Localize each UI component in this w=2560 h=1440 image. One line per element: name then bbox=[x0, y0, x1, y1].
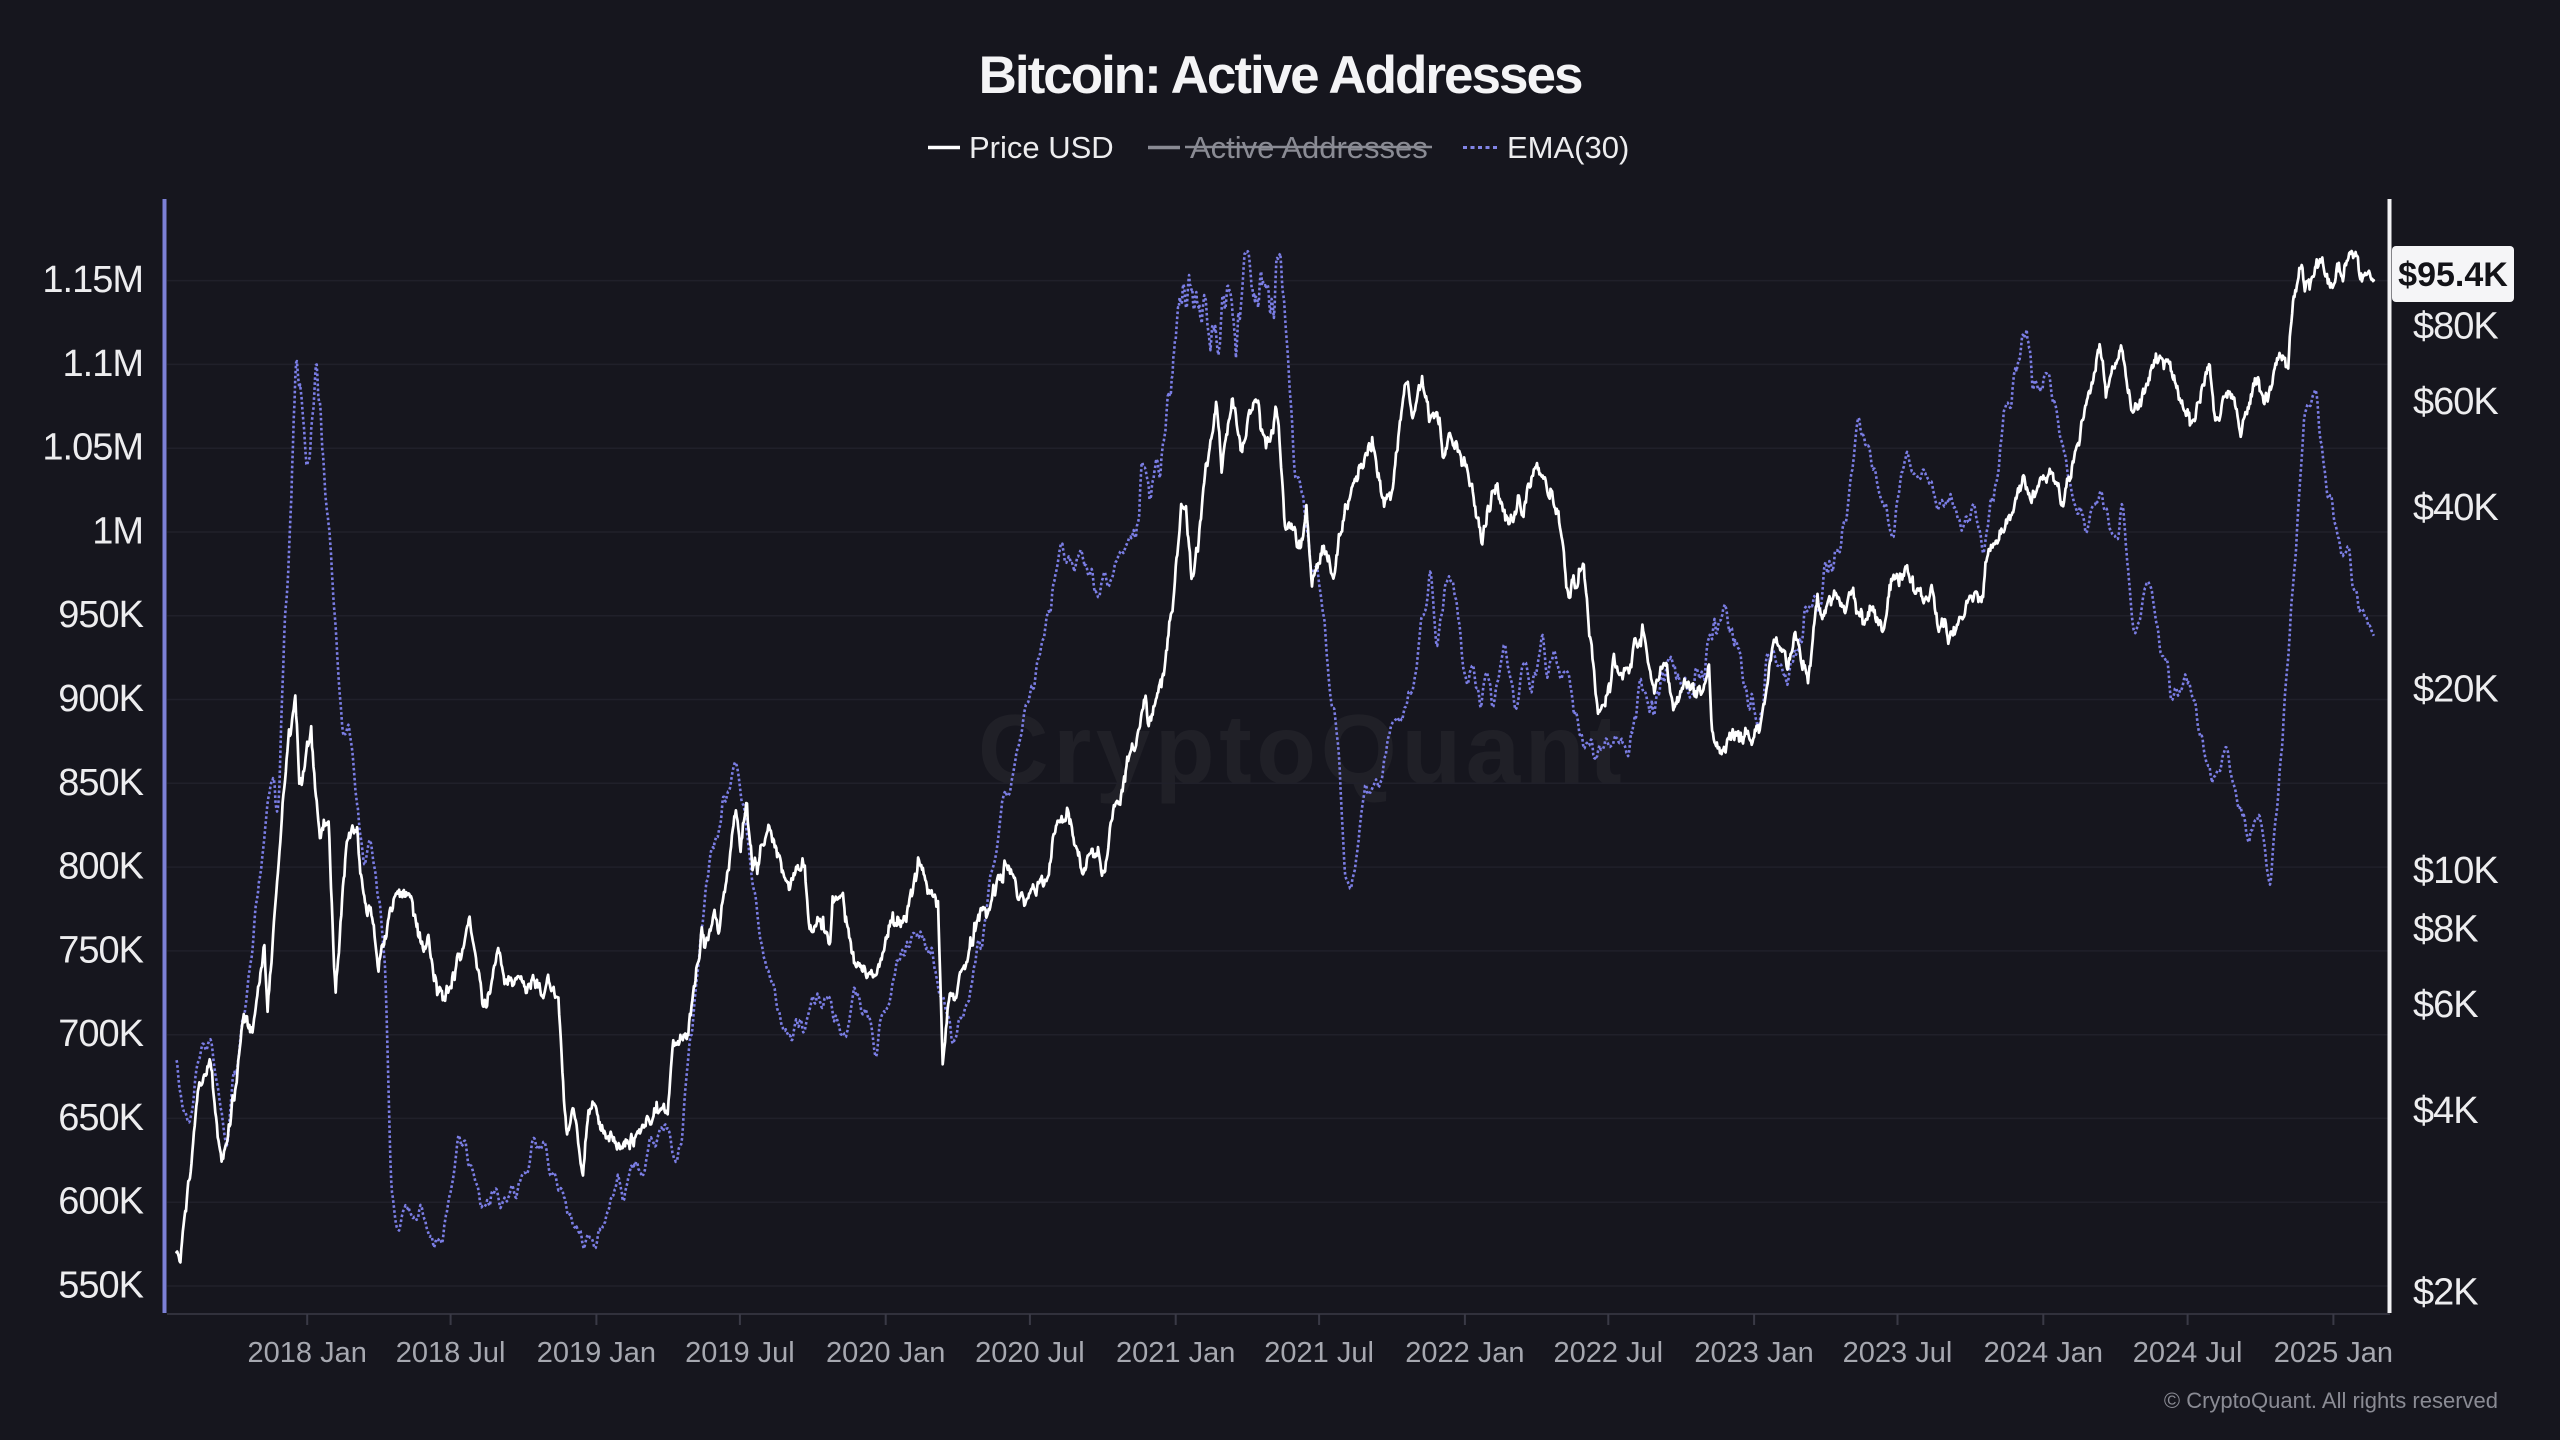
svg-text:2023 Jul: 2023 Jul bbox=[1843, 1337, 1953, 1369]
svg-text:1.1M: 1.1M bbox=[63, 343, 143, 385]
svg-text:$40K: $40K bbox=[2413, 487, 2498, 529]
svg-text:EMA(30): EMA(30) bbox=[1507, 130, 1629, 165]
svg-text:$80K: $80K bbox=[2413, 305, 2498, 347]
svg-text:2018 Jul: 2018 Jul bbox=[396, 1337, 506, 1369]
svg-text:$20K: $20K bbox=[2413, 669, 2498, 711]
svg-text:2022 Jan: 2022 Jan bbox=[1405, 1337, 1524, 1369]
svg-text:750K: 750K bbox=[58, 929, 143, 971]
svg-text:2024 Jul: 2024 Jul bbox=[2133, 1337, 2243, 1369]
svg-text:2021 Jan: 2021 Jan bbox=[1116, 1337, 1235, 1369]
svg-text:1.05M: 1.05M bbox=[42, 427, 143, 469]
svg-text:CryptoQuant: CryptoQuant bbox=[978, 694, 1626, 804]
svg-text:2022 Jul: 2022 Jul bbox=[1553, 1337, 1663, 1369]
svg-text:$2K: $2K bbox=[2413, 1272, 2478, 1314]
svg-text:2023 Jan: 2023 Jan bbox=[1694, 1337, 1813, 1369]
svg-text:Bitcoin: Active Addresses: Bitcoin: Active Addresses bbox=[979, 46, 1582, 105]
svg-text:$4K: $4K bbox=[2413, 1090, 2478, 1132]
svg-text:850K: 850K bbox=[58, 762, 143, 804]
svg-text:$8K: $8K bbox=[2413, 908, 2478, 950]
svg-text:650K: 650K bbox=[58, 1097, 143, 1139]
svg-text:2020 Jan: 2020 Jan bbox=[826, 1337, 945, 1369]
svg-text:800K: 800K bbox=[58, 846, 143, 888]
svg-text:$60K: $60K bbox=[2413, 381, 2498, 423]
svg-text:$6K: $6K bbox=[2413, 984, 2478, 1026]
svg-text:2024 Jan: 2024 Jan bbox=[1984, 1337, 2103, 1369]
svg-text:Price USD: Price USD bbox=[969, 130, 1114, 165]
svg-text:600K: 600K bbox=[58, 1181, 143, 1223]
svg-text:© CryptoQuant. All rights rese: © CryptoQuant. All rights reserved bbox=[2164, 1388, 2498, 1413]
svg-text:2021 Jul: 2021 Jul bbox=[1264, 1337, 1374, 1369]
svg-text:1M: 1M bbox=[92, 511, 143, 553]
svg-text:2019 Jan: 2019 Jan bbox=[537, 1337, 656, 1369]
svg-text:900K: 900K bbox=[58, 678, 143, 720]
svg-text:2020 Jul: 2020 Jul bbox=[975, 1337, 1085, 1369]
svg-text:550K: 550K bbox=[58, 1265, 143, 1307]
svg-text:$95.4K: $95.4K bbox=[2398, 256, 2508, 294]
svg-text:950K: 950K bbox=[58, 594, 143, 636]
svg-text:$10K: $10K bbox=[2413, 850, 2498, 892]
svg-text:700K: 700K bbox=[58, 1013, 143, 1055]
svg-text:1.15M: 1.15M bbox=[42, 259, 143, 301]
svg-text:2019 Jul: 2019 Jul bbox=[685, 1337, 795, 1369]
svg-text:2018 Jan: 2018 Jan bbox=[248, 1337, 367, 1369]
svg-text:2025 Jan: 2025 Jan bbox=[2274, 1337, 2393, 1369]
